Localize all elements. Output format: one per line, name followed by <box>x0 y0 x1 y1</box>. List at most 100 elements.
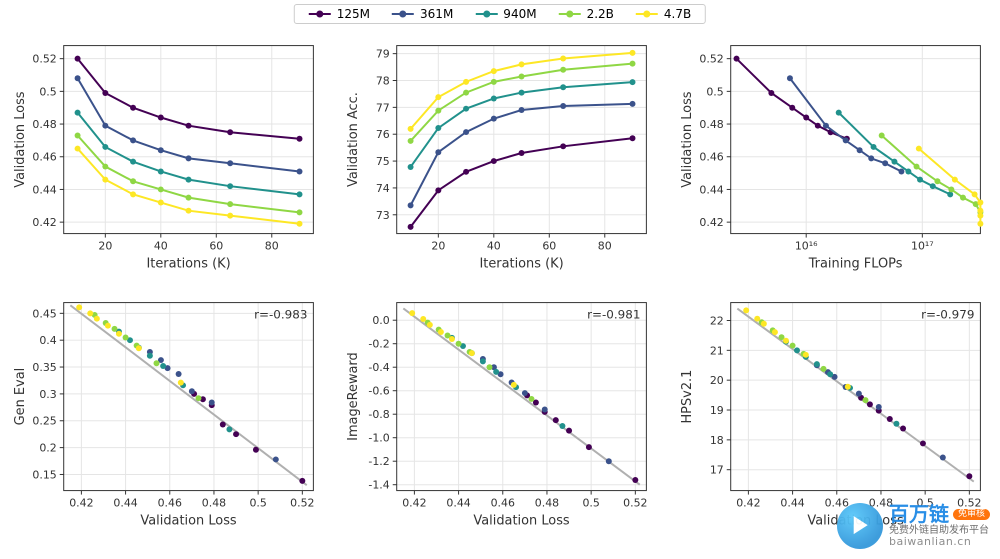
series-marker <box>130 137 136 143</box>
svg-text:-0.2: -0.2 <box>369 338 390 351</box>
y-axis-label: Validation Loss <box>680 91 695 188</box>
series-marker <box>491 79 497 85</box>
series-marker <box>561 84 567 90</box>
series-marker <box>561 67 567 73</box>
series-marker <box>297 191 303 197</box>
svg-text:-0.4: -0.4 <box>369 361 390 374</box>
svg-text:80: 80 <box>265 239 279 252</box>
scatter-marker <box>196 395 202 401</box>
watermark-title: 百万链 <box>889 503 949 525</box>
scatter-marker <box>566 428 572 434</box>
series-marker <box>186 195 192 201</box>
legend-swatch-icon <box>392 13 414 15</box>
series-marker <box>75 146 81 152</box>
series-marker <box>519 61 525 67</box>
series-marker <box>463 79 469 85</box>
scatter-marker <box>814 361 820 367</box>
y-axis-label: HPSv2.1 <box>680 370 695 424</box>
svg-text:0.15: 0.15 <box>32 468 56 481</box>
legend-swatch-icon <box>475 13 497 15</box>
scatter-marker <box>299 478 305 484</box>
svg-text:10¹⁶: 10¹⁶ <box>795 240 818 253</box>
series-marker <box>882 160 888 166</box>
panel-grid: 204060800.420.440.460.480.50.52Iteration… <box>10 34 990 534</box>
legend-swatch-icon <box>559 13 581 15</box>
series-marker <box>868 155 874 161</box>
scatter-marker <box>862 397 868 403</box>
scatter-marker <box>754 316 760 322</box>
scatter-marker <box>189 388 195 394</box>
svg-text:-1.2: -1.2 <box>369 455 390 468</box>
scatter-marker <box>542 407 548 413</box>
svg-text:22: 22 <box>709 314 723 327</box>
panel-b-wrapper: 2040608073747576777879Iterations (K)Vali… <box>343 34 656 277</box>
series-marker <box>463 169 469 175</box>
panel-a: 204060800.420.440.460.480.50.52Iteration… <box>10 34 323 277</box>
panel-a-wrapper: 204060800.420.440.460.480.50.52Iteration… <box>10 34 323 277</box>
y-axis-label: Gen Eval <box>13 368 28 426</box>
scatter-marker <box>178 380 184 386</box>
series-marker <box>787 75 793 81</box>
panel-e-wrapper: 0.420.440.460.480.50.52-1.4-1.2-1.0-0.8-… <box>343 291 656 534</box>
legend: 125M361M940M2.2B4.7B <box>294 4 706 24</box>
series-marker <box>102 90 108 96</box>
panel-f-wrapper: 0.420.440.460.480.50.52171819202122Valid… <box>677 291 990 534</box>
scatter-marker <box>789 343 795 349</box>
series-marker <box>630 79 636 85</box>
y-axis-label: Validation Acc. <box>346 92 361 187</box>
x-axis-label: Iterations (K) <box>146 256 230 271</box>
series-marker <box>948 186 954 192</box>
legend-item: 125M <box>309 7 370 21</box>
panel-e: 0.420.440.460.480.50.52-1.4-1.2-1.0-0.8-… <box>343 291 656 534</box>
series-marker <box>916 146 922 152</box>
series-marker <box>102 144 108 150</box>
series-marker <box>227 160 233 166</box>
scatter-marker <box>633 477 639 483</box>
scatter-marker <box>875 404 881 410</box>
svg-text:0.46: 0.46 <box>158 496 182 509</box>
panel-d: 0.420.440.460.480.50.520.150.20.250.30.3… <box>10 291 323 534</box>
watermark-logo-icon <box>837 503 883 549</box>
series-marker <box>130 105 136 111</box>
series-marker <box>408 164 414 170</box>
svg-text:0.5: 0.5 <box>583 496 600 509</box>
svg-text:0.42: 0.42 <box>699 216 723 229</box>
scatter-marker <box>176 371 182 377</box>
svg-text:0.5: 0.5 <box>39 85 56 98</box>
svg-text:0.52: 0.52 <box>699 53 723 66</box>
svg-text:0.42: 0.42 <box>32 216 56 229</box>
legend-label: 125M <box>337 7 370 21</box>
svg-text:40: 40 <box>487 239 501 252</box>
scatter-marker <box>469 350 475 356</box>
svg-text:0.48: 0.48 <box>535 496 559 509</box>
svg-text:0.52: 0.52 <box>290 496 314 509</box>
series-marker <box>227 201 233 207</box>
panel-c-wrapper: 10¹⁶10¹⁷0.420.440.460.480.50.52Training … <box>677 34 990 277</box>
scatter-marker <box>76 304 82 310</box>
legend-label: 940M <box>503 7 536 21</box>
series-marker <box>186 177 192 183</box>
svg-text:10¹⁷: 10¹⁷ <box>911 240 934 253</box>
svg-text:-0.8: -0.8 <box>369 408 390 421</box>
svg-text:17: 17 <box>709 464 723 477</box>
scatter-marker <box>560 423 566 429</box>
series-marker <box>561 55 567 61</box>
svg-text:0.44: 0.44 <box>32 183 56 196</box>
series-marker <box>227 213 233 219</box>
scatter-marker <box>105 323 111 329</box>
svg-text:77: 77 <box>376 101 390 114</box>
series-marker <box>158 147 164 153</box>
series-marker <box>491 68 497 74</box>
scatter-marker <box>87 310 93 316</box>
series-marker <box>436 149 442 155</box>
svg-text:0.52: 0.52 <box>32 53 56 66</box>
series-marker <box>408 138 414 144</box>
panel-d-wrapper: 0.420.440.460.480.50.520.150.20.250.30.3… <box>10 291 323 534</box>
series-marker <box>102 123 108 129</box>
series-marker <box>158 200 164 206</box>
scatter-marker <box>480 358 486 364</box>
legend-item: 361M <box>392 7 453 21</box>
svg-text:0.5: 0.5 <box>706 85 723 98</box>
svg-text:-1.4: -1.4 <box>369 479 390 492</box>
scatter-marker <box>827 371 833 377</box>
